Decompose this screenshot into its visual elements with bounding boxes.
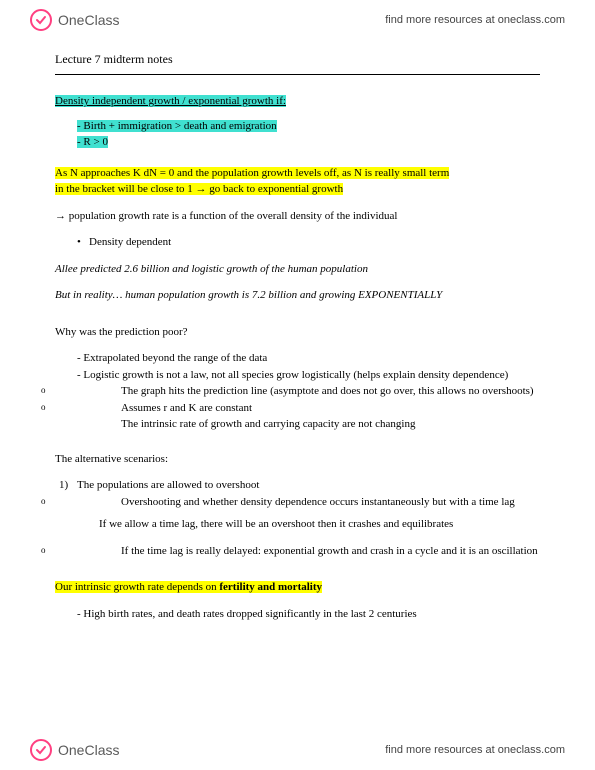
density-cond2-row: R > 0 <box>55 134 540 151</box>
asN-line2: in the bracket will be close to 1 → go b… <box>55 183 343 195</box>
brand-logo: OneClass <box>30 9 119 31</box>
intrinsic-bold: fertility and mortality <box>219 581 322 593</box>
alt-note: If we allow a time lag, there will be an… <box>55 516 540 533</box>
asN-block: As N approaches K dN = 0 and the populat… <box>55 165 540 198</box>
page-header: OneClass find more resources at oneclass… <box>0 0 595 40</box>
intrinsic-line: Our intrinsic growth rate depends on fer… <box>55 579 540 596</box>
asN-line1: As N approaches K dN = 0 and the populat… <box>55 167 449 179</box>
brand-part2-footer: Class <box>84 742 119 758</box>
why-heading: Why was the prediction poor? <box>55 324 540 341</box>
density-cond1: Birth + immigration > death and emigrati… <box>77 120 277 132</box>
intrinsic-pre: Our intrinsic growth rate depends on <box>55 581 219 593</box>
brand-part2: Class <box>84 12 119 28</box>
why-sub2-note: The intrinsic rate of growth and carryin… <box>55 416 540 433</box>
density-cond2: R > 0 <box>77 136 108 148</box>
alt-sub2: If the time lag is really delayed: expon… <box>55 543 540 560</box>
logo-icon <box>30 739 52 761</box>
alt-sub1: Overshooting and whether density depende… <box>55 494 540 511</box>
document-body: Lecture 7 midterm notes Density independ… <box>55 50 540 720</box>
alt-heading: The alternative scenarios: <box>55 451 540 468</box>
density-cond1-row: Birth + immigration > death and emigrati… <box>55 118 540 135</box>
why-sub1: The graph hits the prediction line (asym… <box>55 383 540 400</box>
density-heading: Density independent growth / exponential… <box>55 95 286 107</box>
density-dependent: Density dependent <box>55 234 540 251</box>
brand-text-footer: OneClass <box>58 742 119 758</box>
title-rule <box>55 74 540 75</box>
allee-line: Allee predicted 2.6 billion and logistic… <box>55 261 540 278</box>
density-section: Density independent growth / exponential… <box>55 93 540 151</box>
brand-part1: One <box>58 12 84 28</box>
footer-resources-link[interactable]: find more resources at oneclass.com <box>385 744 565 756</box>
arrow-line: → population growth rate is a function o… <box>55 208 540 225</box>
brand-part1-footer: One <box>58 742 84 758</box>
page-footer: OneClass find more resources at oneclass… <box>0 730 595 770</box>
page-title: Lecture 7 midterm notes <box>55 50 540 68</box>
why-sub2: Assumes r and K are constant <box>55 400 540 417</box>
why-item2: Logistic growth is not a law, not all sp… <box>55 367 540 384</box>
birth-line: High birth rates, and death rates droppe… <box>55 606 540 623</box>
brand-logo-footer: OneClass <box>30 739 119 761</box>
why-item1: Extrapolated beyond the range of the dat… <box>55 350 540 367</box>
brand-text: OneClass <box>58 12 119 28</box>
alt-item1: The populations are allowed to overshoot <box>55 477 540 494</box>
logo-icon <box>30 9 52 31</box>
reality-line: But in reality… human population growth … <box>55 287 540 304</box>
header-resources-link[interactable]: find more resources at oneclass.com <box>385 14 565 26</box>
